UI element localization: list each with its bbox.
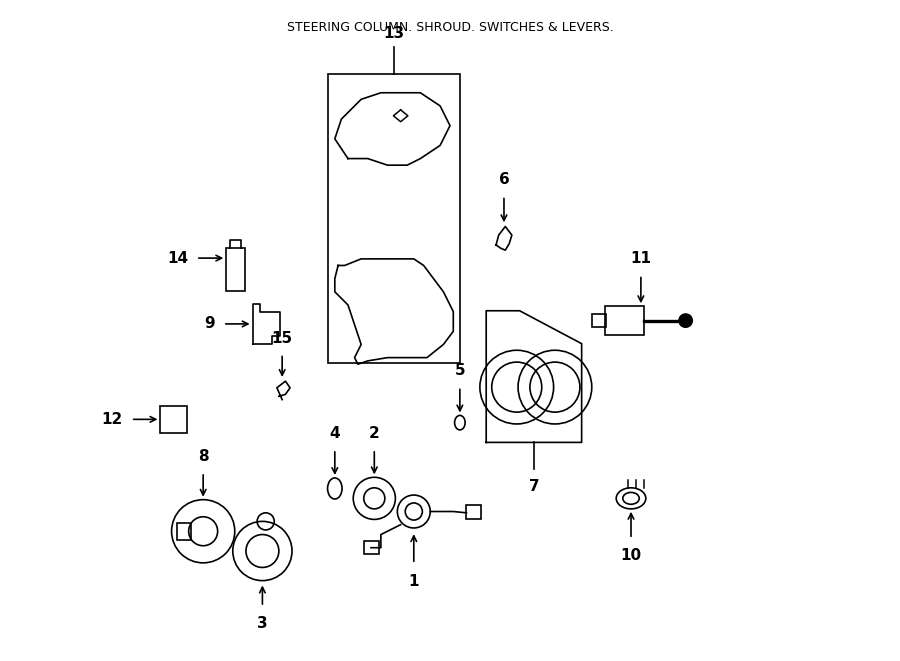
Text: 2: 2	[369, 426, 380, 441]
Text: 10: 10	[620, 548, 642, 563]
Bar	[466, 505, 481, 520]
Bar	[328, 74, 460, 364]
Bar	[605, 306, 644, 335]
Text: 1: 1	[409, 574, 419, 589]
Text: 12: 12	[101, 412, 122, 427]
Text: 11: 11	[630, 251, 652, 266]
Text: 6: 6	[499, 172, 509, 187]
Text: 8: 8	[198, 449, 209, 464]
Text: STEERING COLUMN. SHROUD. SWITCHES & LEVERS.: STEERING COLUMN. SHROUD. SWITCHES & LEVE…	[286, 21, 614, 34]
Text: 7: 7	[528, 479, 539, 494]
Text: 14: 14	[166, 251, 188, 266]
Text: 4: 4	[329, 426, 340, 441]
Text: 13: 13	[383, 26, 405, 41]
Text: 3: 3	[257, 615, 267, 631]
Bar	[160, 407, 186, 432]
Bar	[591, 314, 606, 327]
Text: 15: 15	[272, 330, 292, 346]
Bar	[364, 541, 379, 555]
Text: 5: 5	[454, 363, 465, 378]
Bar	[176, 523, 192, 540]
Text: 9: 9	[204, 317, 215, 331]
Bar	[226, 249, 245, 291]
Circle shape	[680, 314, 692, 327]
